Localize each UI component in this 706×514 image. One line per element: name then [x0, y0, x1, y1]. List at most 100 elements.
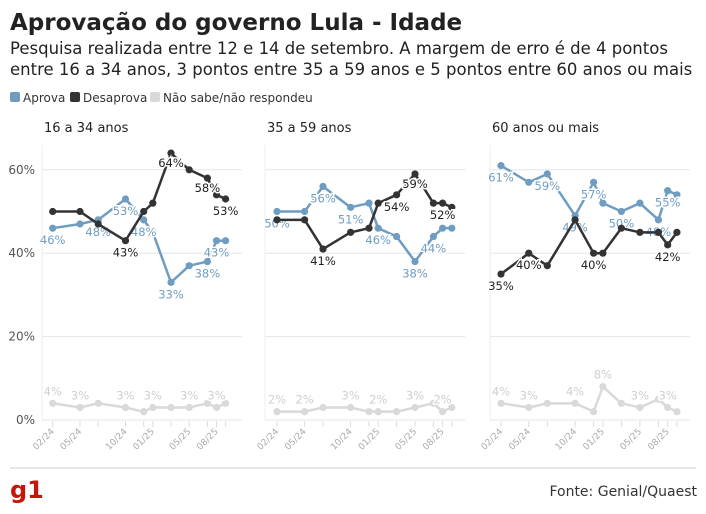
data-label: 2%	[369, 393, 387, 407]
data-point	[429, 199, 437, 207]
x-tick-label: 01/25	[582, 427, 607, 452]
data-label: 55%	[655, 196, 681, 210]
data-point	[140, 207, 148, 216]
data-point	[167, 149, 175, 157]
data-point	[94, 399, 102, 407]
data-point	[374, 224, 382, 232]
x-tick-label: 10/24	[329, 427, 355, 453]
data-point	[654, 228, 663, 236]
data-label: 3%	[520, 388, 538, 402]
x-tick-label: 02/24	[256, 427, 282, 453]
data-point	[167, 403, 175, 412]
data-point	[673, 408, 681, 416]
data-point	[76, 207, 84, 216]
series-desaprova: 41% 54% 59% 52%	[273, 170, 457, 270]
data-point	[301, 408, 309, 416]
data-point	[273, 216, 281, 224]
x-tick-label: 08/25	[421, 427, 446, 452]
data-label: 52%	[430, 208, 456, 222]
series-desaprova: 35%40% 40%42%	[487, 216, 682, 295]
data-point	[571, 399, 579, 407]
data-point	[654, 395, 663, 403]
data-point	[448, 203, 456, 211]
x-tick-label: 05/24	[507, 427, 533, 453]
x-tick-label: 05/25	[394, 427, 419, 452]
data-point	[203, 399, 211, 407]
data-point	[121, 237, 130, 245]
data-point	[636, 403, 644, 412]
data-point	[374, 408, 382, 416]
x-tick-label: 10/24	[554, 427, 580, 453]
data-label: 3%	[71, 388, 89, 402]
data-point	[203, 257, 211, 266]
data-point	[525, 403, 533, 412]
series-n-o-sabe-n-o-respondeu: 4% 3% 3% 3% 3% 3%	[42, 383, 230, 416]
data-point	[439, 224, 447, 232]
data-point	[525, 249, 533, 257]
data-point	[497, 270, 505, 278]
data-point	[365, 224, 373, 232]
legend: Aprova Desaprova Não sabe/não respondeu	[10, 91, 313, 105]
data-point	[654, 216, 663, 224]
data-point	[617, 224, 625, 232]
data-label: 42%	[655, 250, 681, 264]
data-point	[439, 199, 447, 207]
data-point	[319, 403, 327, 412]
data-point	[212, 403, 221, 412]
series-desaprova: 43% 64% 58% 53%	[49, 149, 240, 261]
data-label: 43%	[204, 246, 230, 260]
y-tick-label: 20%	[8, 330, 35, 344]
data-label: 46%	[365, 233, 391, 247]
data-point	[347, 403, 355, 412]
data-label: 50%	[609, 217, 635, 231]
data-label: 33%	[158, 287, 184, 301]
data-point	[121, 195, 130, 203]
data-point	[411, 257, 419, 266]
data-label: 41%	[310, 254, 336, 268]
data-point	[636, 228, 644, 236]
data-point	[185, 166, 193, 174]
data-point	[673, 191, 681, 199]
data-point	[140, 216, 148, 224]
data-label: 44%	[421, 242, 447, 256]
data-point	[319, 245, 327, 253]
data-point	[140, 408, 148, 416]
x-tick-label: 05/25	[168, 427, 193, 452]
data-label: 3%	[144, 388, 162, 402]
data-label: 3%	[341, 388, 359, 402]
data-point	[273, 207, 281, 216]
data-point	[301, 207, 309, 216]
data-label: 3%	[659, 388, 677, 402]
data-label: 61%	[488, 171, 514, 185]
subtitle-line-1: Pesquisa realizada entre 12 e 14 de sete…	[10, 39, 668, 58]
legend-swatch	[10, 92, 20, 102]
y-tick-label: 0%	[16, 413, 35, 427]
x-tick-label: 08/25	[646, 427, 671, 452]
series-n-o-sabe-n-o-respondeu: 2% 2% 3% 2% 3% 2%	[266, 387, 456, 416]
data-label: 2%	[295, 393, 313, 407]
data-point	[76, 220, 84, 228]
data-point	[599, 199, 607, 207]
data-point	[76, 403, 84, 412]
data-label: 59%	[402, 177, 428, 191]
data-point	[185, 403, 193, 412]
data-point	[448, 403, 456, 412]
data-point	[664, 403, 672, 412]
x-tick-label: 05/24	[59, 427, 85, 453]
data-label: 53%	[213, 204, 239, 218]
legend-swatch	[70, 92, 80, 102]
data-label: 43%	[113, 246, 139, 260]
data-label: 54%	[384, 200, 410, 214]
data-point	[347, 228, 355, 236]
data-point	[590, 178, 598, 186]
series-aprova: 46%48%53%48%33%38%43%	[38, 195, 231, 303]
x-tick-label: 05/25	[619, 427, 644, 452]
data-point	[497, 399, 505, 407]
data-point	[212, 237, 221, 245]
data-label: 38%	[195, 267, 221, 281]
legend-swatch	[150, 92, 160, 102]
legend-label: Não sabe/não respondeu	[163, 91, 313, 105]
panel-title: 60 anos ou mais	[492, 121, 599, 136]
data-point	[571, 216, 579, 224]
